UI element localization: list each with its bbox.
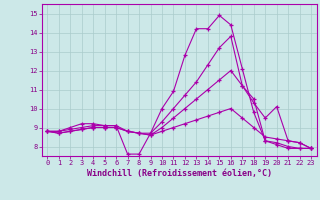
X-axis label: Windchill (Refroidissement éolien,°C): Windchill (Refroidissement éolien,°C) bbox=[87, 169, 272, 178]
